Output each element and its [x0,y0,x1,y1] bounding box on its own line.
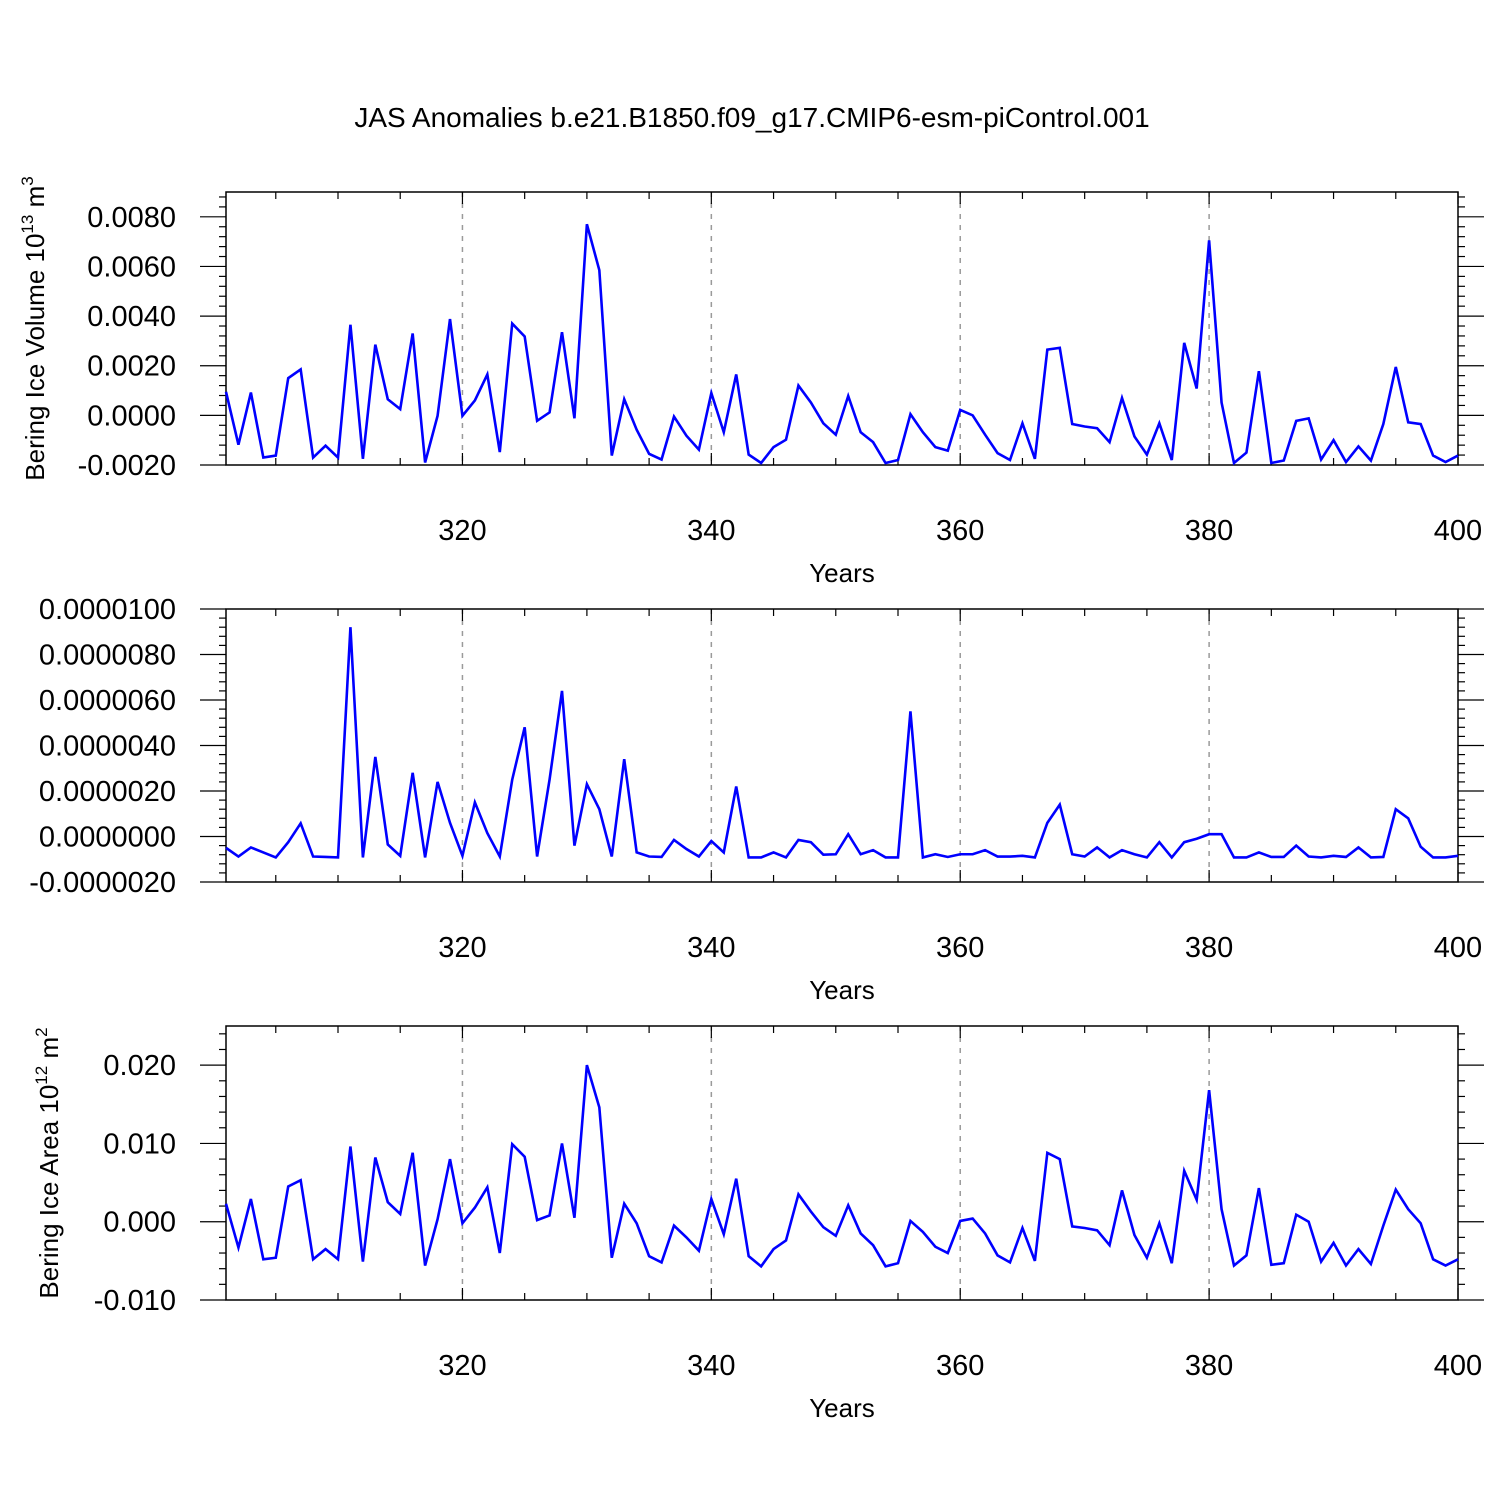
x-tick-label: 400 [1434,1350,1482,1382]
y-tick-label: 0.0000000 [39,822,176,854]
y-tick-label: 0.0000020 [39,776,176,808]
y-tick-label: -0.0000020 [29,867,176,899]
x-tick-label: 360 [936,515,984,547]
series-line [225,627,1459,861]
y-tick-label: 0.000 [103,1207,176,1239]
chart-title: JAS Anomalies b.e21.B1850.f09_g17.CMIP6-… [354,102,1149,133]
y-tick-label: 0.0000060 [39,685,176,717]
y-tick-label: 0.0000100 [39,594,176,626]
panel-2: -0.0000020 0.0000000 0.0000020 0.0000040 0.0… [29,594,1484,1005]
plot-frame [225,1025,1459,1301]
x-tick-label: 320 [438,515,486,547]
x-tick-label: 400 [1434,515,1482,547]
x-tick-label: 400 [1434,932,1482,964]
x-tick-label: 340 [687,515,735,547]
y-tick-label: 0.0020 [87,351,176,383]
y-tick-label: 0.0080 [87,202,176,234]
y-tick-label: -0.0020 [78,450,176,482]
y-axis-title: Bering Ice Area 1012 m2 [32,1027,64,1298]
y-tick-label: 0.0000 [87,400,176,432]
x-axis-title: Years [809,975,875,1005]
x-tick-label: 380 [1185,1350,1233,1382]
panel-3: -0.010 0.000 0.010 0.020 320 340 360 380 400 Year… [32,1025,1484,1423]
x-tick-label: 340 [687,932,735,964]
y-tick-label: 0.020 [103,1050,176,1082]
x-tick-label: 360 [936,932,984,964]
x-tick-label: 340 [687,1350,735,1382]
x-tick-label: 360 [936,1350,984,1382]
y-tick-label: 0.010 [103,1128,176,1160]
x-axis-title: Years [809,1393,875,1423]
y-axis-title: Bering Ice Volume 1013 m3 [18,176,50,480]
panel-1: -0.0020 0.0000 0.0020 0.0040 0.0060 0.0080 320… [18,176,1484,588]
x-tick-label: 380 [1185,515,1233,547]
plot-frame [225,608,1459,883]
y-tick-label: 0.0000040 [39,731,176,763]
y-tick-label: -0.010 [94,1285,176,1317]
y-tick-label: 0.0040 [87,301,176,333]
chart-panels: -0.0020 0.0000 0.0020 0.0040 0.0060 0.0080 320… [18,176,1484,1423]
x-tick-label: 320 [438,1350,486,1382]
plot-frame [225,191,1459,466]
series-line [224,1064,1459,1269]
x-axis-title: Years [809,558,875,588]
x-tick-label: 380 [1185,932,1233,964]
y-tick-label: 0.0060 [87,251,176,283]
series-line [224,223,1459,466]
x-tick-label: 320 [438,932,486,964]
y-tick-label: 0.0000080 [39,640,176,672]
